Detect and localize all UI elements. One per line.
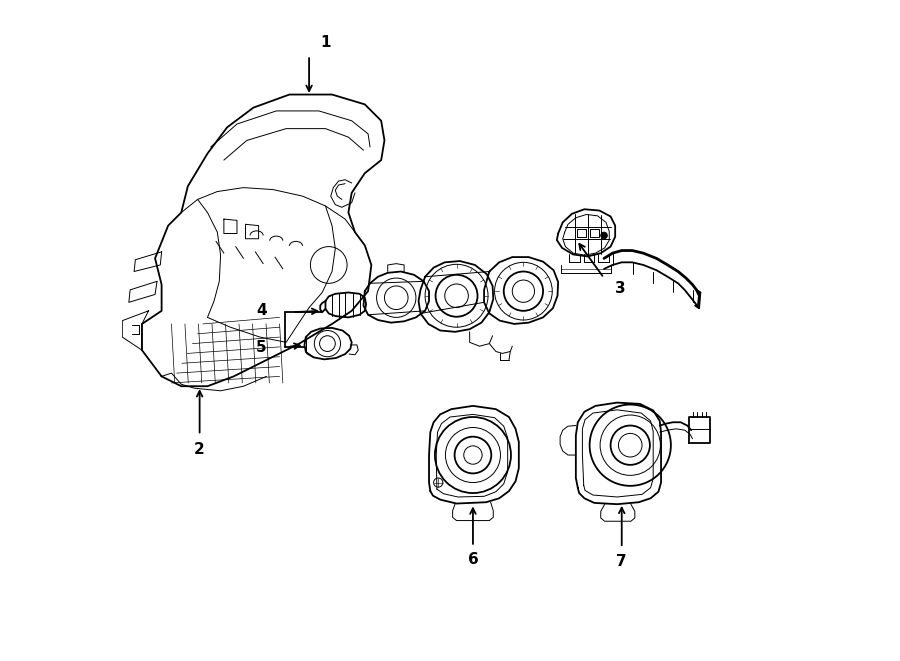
Text: 6: 6 bbox=[468, 553, 478, 567]
Text: 5: 5 bbox=[256, 340, 266, 355]
Text: 2: 2 bbox=[194, 442, 205, 457]
Text: 7: 7 bbox=[616, 554, 627, 568]
Text: 4: 4 bbox=[256, 303, 266, 319]
Text: 1: 1 bbox=[320, 34, 330, 50]
Circle shape bbox=[601, 232, 608, 239]
Text: 3: 3 bbox=[615, 281, 626, 296]
